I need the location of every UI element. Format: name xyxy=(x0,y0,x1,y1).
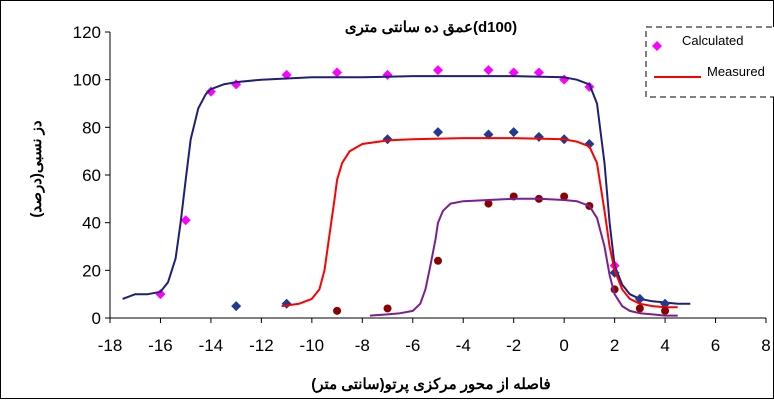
chart-title: عمق ده سانتی متری(d100) xyxy=(345,19,517,36)
axes: 0 20 40 60 80 100 120 -18 -16 -14 -12 -10 -8 -6 -4 -2 0 2… xyxy=(73,23,771,355)
x-tick-label: -14 xyxy=(199,336,224,355)
series-4-point xyxy=(560,192,569,201)
series-0-point xyxy=(180,215,191,226)
x-tick-label: -4 xyxy=(456,336,471,355)
series-0-point xyxy=(559,74,570,85)
y-tick-label: 60 xyxy=(82,166,101,185)
series-2-point xyxy=(231,301,242,312)
series-0-point xyxy=(508,67,519,78)
x-tick-label: 8 xyxy=(761,336,770,355)
legend-calculated-label: Calculated xyxy=(682,33,743,48)
series-0-point xyxy=(483,65,494,76)
x-tick-label: -6 xyxy=(405,336,420,355)
legend-calculated-marker xyxy=(652,41,662,51)
series-2-point xyxy=(433,127,443,138)
series-2-point xyxy=(584,139,595,150)
x-tick-label: -2 xyxy=(506,336,521,355)
x-tick-label: 2 xyxy=(610,336,619,355)
series-1-line xyxy=(122,75,691,305)
series-4-point xyxy=(383,304,392,313)
y-tick-label: 100 xyxy=(73,71,101,90)
y-tick-label: 0 xyxy=(92,309,101,328)
x-tick-label: -18 xyxy=(98,336,123,355)
series-4-point xyxy=(661,306,670,315)
x-axis-title: فاصله از محور مرکزی پرتو(سانتی متر) xyxy=(311,376,550,394)
x-tick-label: 6 xyxy=(711,336,720,355)
series-3-line xyxy=(281,137,678,309)
series-layer xyxy=(122,65,691,317)
series-4-point xyxy=(484,199,493,208)
y-axis-title: دز نسبی(درصد) xyxy=(28,120,45,218)
series-5-line xyxy=(369,197,678,317)
series-2-point xyxy=(533,131,544,142)
x-tick-label: -10 xyxy=(300,336,325,355)
x-tick-label: 0 xyxy=(559,336,568,355)
series-0-point xyxy=(332,67,343,78)
legend: Calculated Measured xyxy=(645,26,774,98)
series-2-point xyxy=(281,298,292,309)
y-tick-label: 120 xyxy=(73,23,101,42)
x-tick-label: -8 xyxy=(355,336,370,355)
x-tick-label: 4 xyxy=(660,336,669,355)
y-tick-label: 40 xyxy=(82,214,101,233)
series-4-point xyxy=(333,306,342,315)
series-0-point xyxy=(533,67,544,78)
y-tick-label: 80 xyxy=(82,118,101,137)
y-tick-label: 20 xyxy=(82,261,101,280)
x-tick-label: -16 xyxy=(148,336,173,355)
series-2-point xyxy=(508,127,519,138)
series-0-point xyxy=(382,69,393,80)
series-0-point xyxy=(433,65,443,76)
legend-box xyxy=(645,26,774,98)
series-4-point xyxy=(434,256,442,265)
series-4-point xyxy=(635,304,644,313)
series-2-point xyxy=(483,129,494,140)
legend-measured-label: Measured xyxy=(707,64,765,79)
x-tick-label: -12 xyxy=(249,336,274,355)
